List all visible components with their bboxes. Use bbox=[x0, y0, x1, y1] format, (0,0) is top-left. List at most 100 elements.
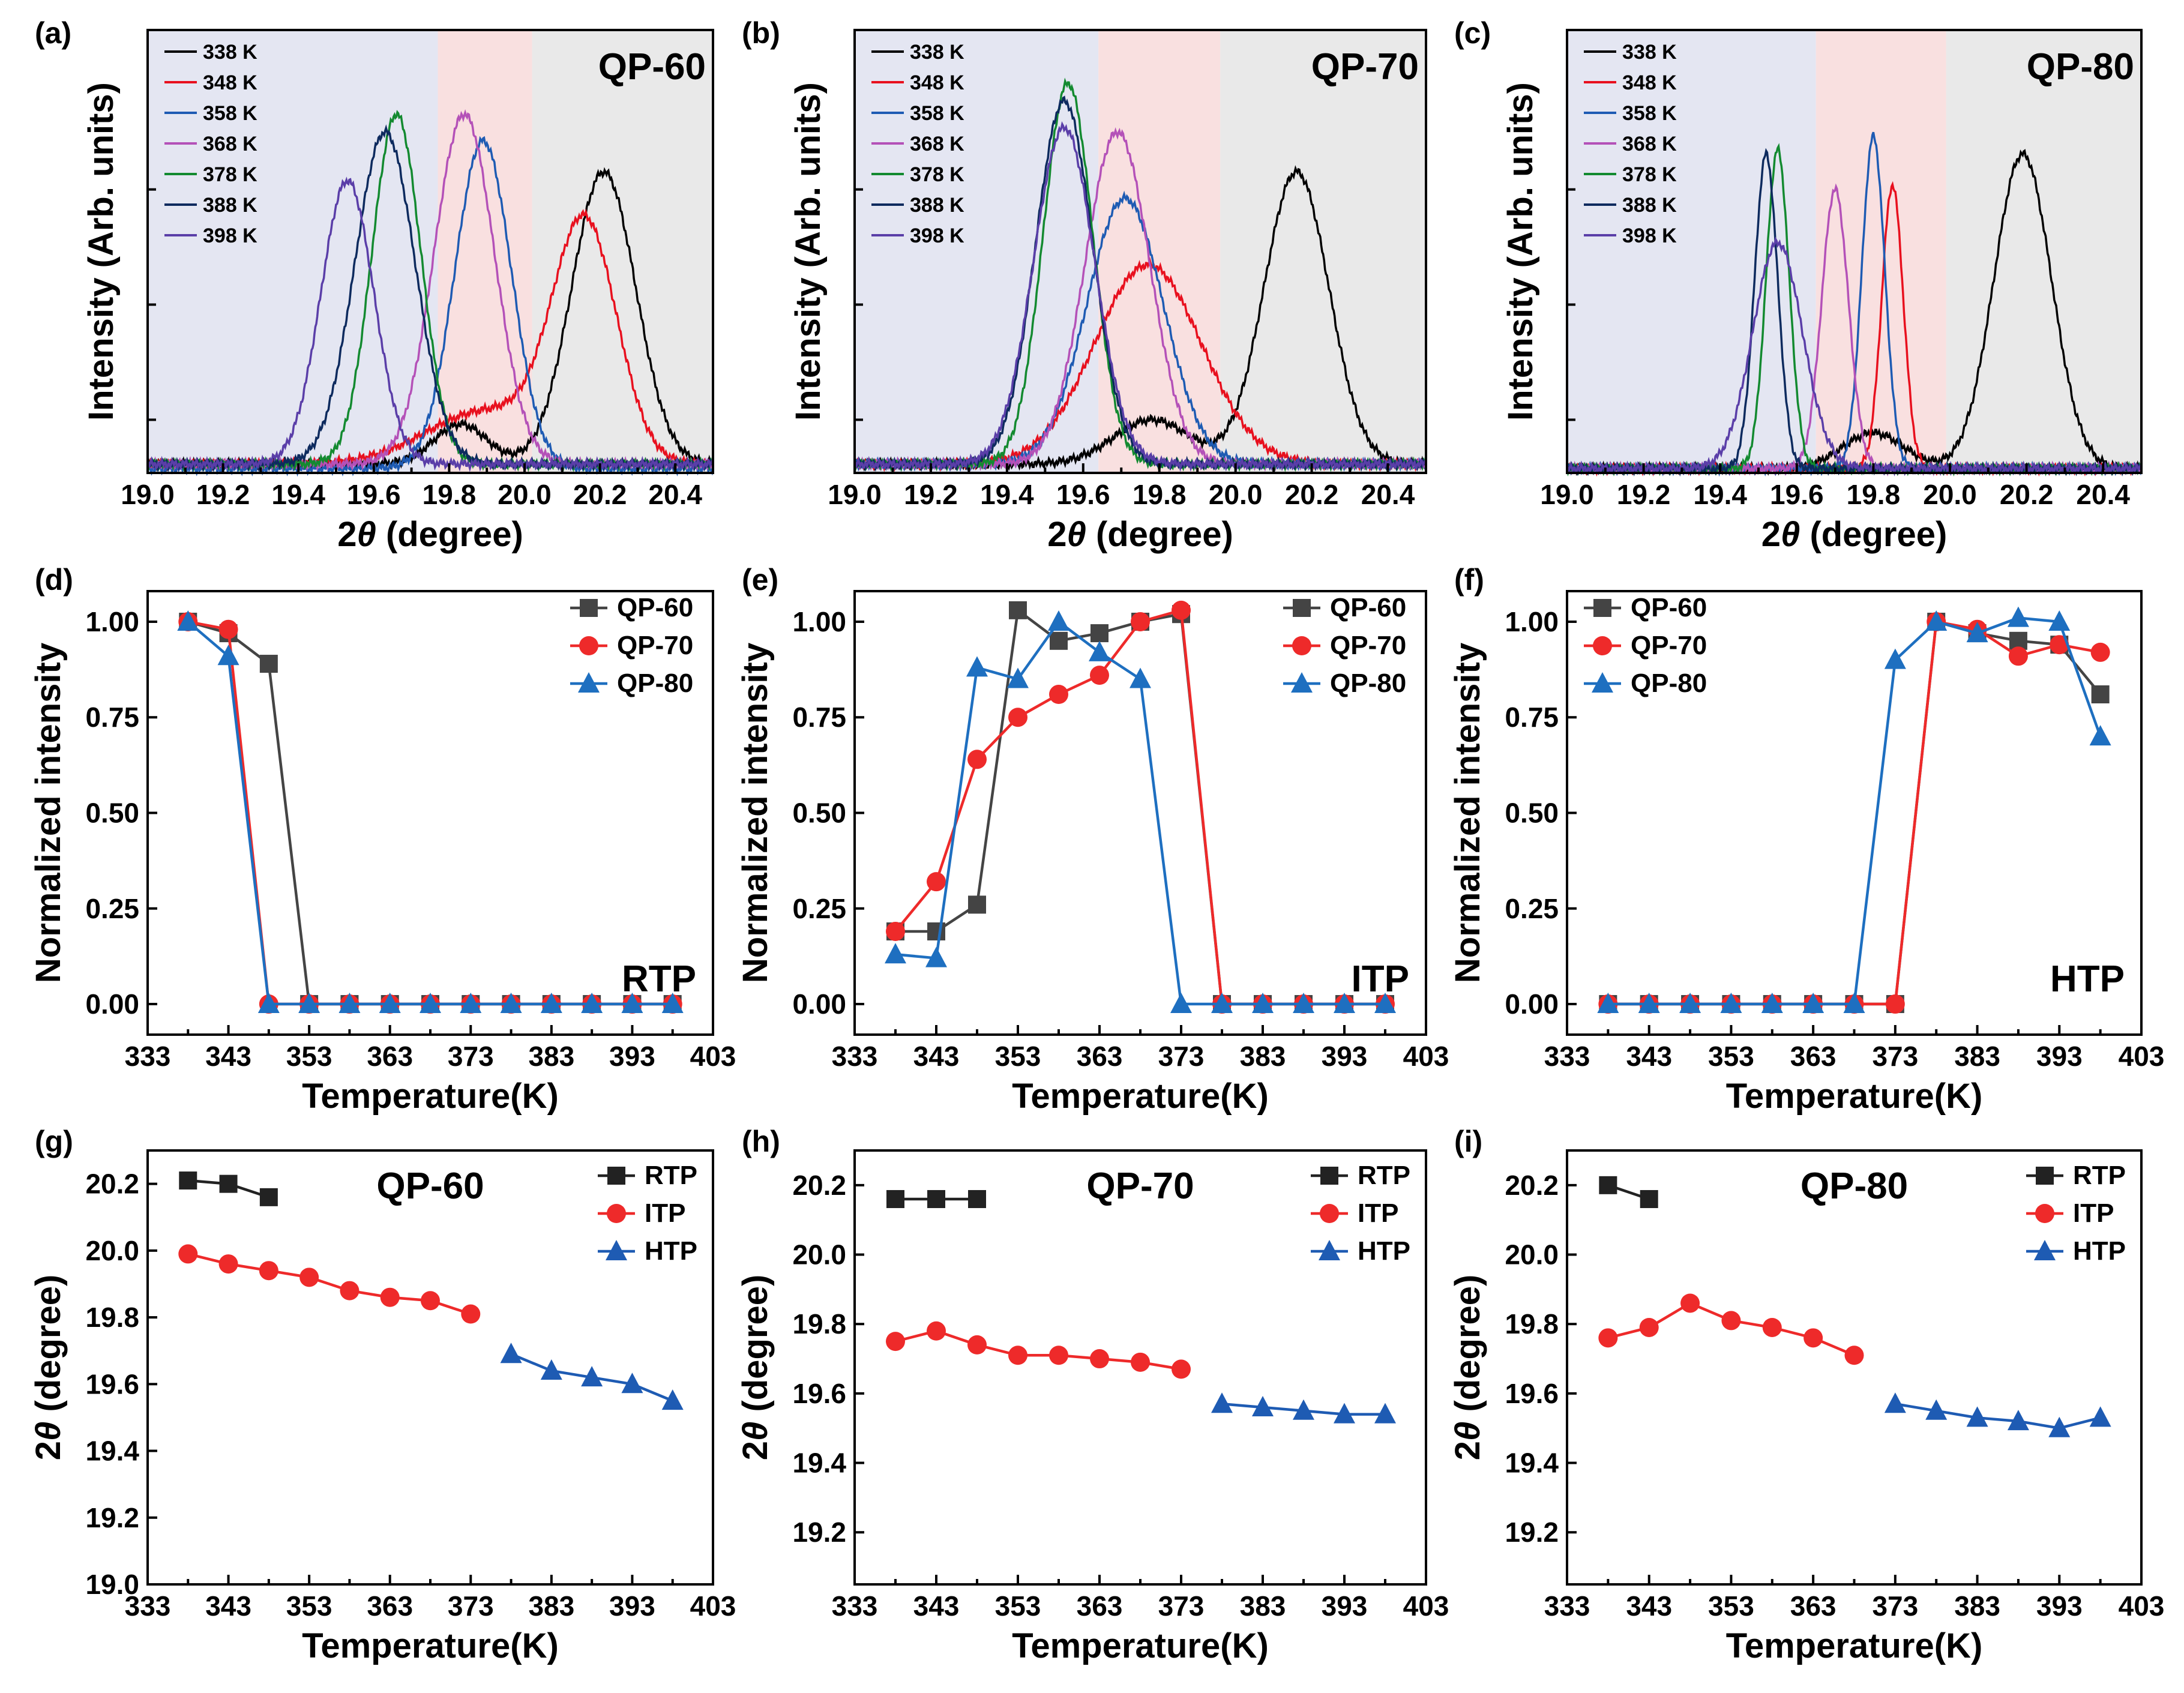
data-point-itp bbox=[421, 1291, 440, 1311]
x-tick-label: 333 bbox=[832, 1590, 878, 1622]
data-point-itp bbox=[1598, 1328, 1618, 1348]
data-point-qp-70 bbox=[2008, 646, 2028, 666]
legend-label: HTP bbox=[1358, 1236, 1410, 1266]
data-point-qp-80 bbox=[1884, 648, 1906, 669]
x-axis-label: Temperature(K) bbox=[1012, 1626, 1269, 1665]
y-axis-label: 2θ (degree) bbox=[1448, 1275, 1487, 1461]
y-axis-label-unit: (degree) bbox=[29, 1275, 68, 1422]
legend-label: 348 K bbox=[1622, 71, 1677, 94]
data-point-rtp bbox=[179, 1171, 197, 1190]
x-tick-label: 403 bbox=[690, 1041, 736, 1072]
x-tick-label: 403 bbox=[690, 1590, 736, 1622]
x-tick-label: 373 bbox=[1872, 1590, 1918, 1622]
data-point-qp-80 bbox=[885, 943, 906, 964]
data-point-qp-80 bbox=[1761, 993, 1783, 1014]
phase-region-htp bbox=[532, 30, 713, 473]
legend-label: QP-60 bbox=[1631, 593, 1707, 622]
data-point-qp-60 bbox=[927, 922, 945, 940]
data-point-qp-80 bbox=[338, 993, 361, 1014]
data-point-qp-80 bbox=[298, 993, 320, 1014]
data-point-rtp bbox=[259, 1188, 278, 1206]
data-point-itp bbox=[1803, 1328, 1823, 1348]
data-point-qp-80 bbox=[217, 645, 239, 666]
legend-label: 338 K bbox=[1622, 41, 1677, 64]
data-point-qp-60 bbox=[968, 895, 986, 914]
data-point-qp-80 bbox=[1374, 993, 1396, 1014]
x-tick-label: 363 bbox=[367, 1590, 413, 1622]
x-tick-label: 20.4 bbox=[2076, 479, 2130, 510]
plot-frame bbox=[146, 29, 714, 474]
x-tick-label: 393 bbox=[609, 1041, 655, 1072]
y-tick-label: 0.75 bbox=[1505, 702, 1559, 733]
x-tick-label: 20.2 bbox=[1285, 479, 1339, 510]
x-tick-label: 19.2 bbox=[904, 479, 958, 510]
data-point-qp-80 bbox=[420, 993, 441, 1014]
data-point-rtp bbox=[1599, 1176, 1617, 1194]
data-point-htp bbox=[621, 1373, 643, 1394]
legend-label: 338 K bbox=[203, 41, 257, 64]
y-tick-label: 0.50 bbox=[1505, 798, 1559, 829]
y-tick-label: 0.25 bbox=[792, 893, 846, 924]
data-point-itp bbox=[967, 1335, 987, 1355]
y-tick-label: 1.00 bbox=[1505, 606, 1559, 637]
y-tick-label: 19.4 bbox=[1505, 1448, 1559, 1479]
data-point-rtp bbox=[968, 1189, 986, 1208]
legend-label: 358 K bbox=[203, 102, 257, 125]
y-tick-label: 0.00 bbox=[792, 988, 846, 1020]
x-tick-label: 383 bbox=[1240, 1590, 1286, 1622]
data-point-qp-80 bbox=[581, 993, 603, 1014]
x-axis-label-unit: (degree) bbox=[1086, 515, 1233, 554]
legend-marker bbox=[1292, 636, 1311, 655]
xrd-curve-398k bbox=[146, 176, 714, 472]
x-tick-label: 373 bbox=[1158, 1590, 1205, 1622]
data-point-qp-70 bbox=[2050, 635, 2069, 655]
x-tick-label: 19.8 bbox=[423, 479, 477, 510]
legend-marker bbox=[1592, 672, 1613, 693]
legend-label: RTP bbox=[1358, 1161, 1410, 1190]
y-tick-label: 19.2 bbox=[792, 1517, 846, 1548]
legend-label: 368 K bbox=[910, 133, 964, 155]
data-point-itp bbox=[1639, 1317, 1659, 1337]
y-axis-label: Normalized intensity bbox=[736, 643, 775, 983]
x-tick-label: 333 bbox=[832, 1041, 878, 1072]
legend-label: 358 K bbox=[1622, 102, 1677, 125]
intensity-panel-f: 333 343 353 363 373 383 393 403 0.00 0.25 0.50 0.75… bbox=[1448, 563, 2164, 1116]
data-point-qp-80 bbox=[1089, 640, 1110, 661]
x-axis-label: 2θ (degree) bbox=[1047, 515, 1233, 554]
x-axis-label: Temperature(K) bbox=[302, 1626, 559, 1665]
data-point-itp bbox=[340, 1281, 359, 1301]
data-point-qp-60 bbox=[259, 655, 278, 673]
y-axis-label-theta: θ bbox=[29, 1422, 68, 1441]
data-point-itp bbox=[1721, 1311, 1741, 1331]
sample-title: QP-80 bbox=[1800, 1165, 1908, 1207]
data-point-qp-80 bbox=[2007, 606, 2029, 627]
data-point-qp-60 bbox=[1050, 631, 1068, 650]
data-point-itp bbox=[886, 1332, 905, 1352]
y-tick-label: 0.00 bbox=[1505, 988, 1559, 1020]
y-axis-label: Intensity (Arb. units) bbox=[82, 82, 121, 421]
panel-label: (g) bbox=[35, 1125, 73, 1158]
y-tick-label: 20.0 bbox=[792, 1239, 846, 1271]
panel-label: (h) bbox=[742, 1125, 780, 1158]
legend-marker bbox=[1291, 672, 1313, 693]
y-axis-label-theta: θ bbox=[736, 1422, 775, 1441]
legend-label: 398 K bbox=[910, 224, 964, 247]
x-tick-label: 19.6 bbox=[1056, 479, 1110, 510]
data-point-qp-70 bbox=[218, 619, 238, 639]
phase-label: HTP bbox=[2050, 958, 2125, 1000]
y-tick-label: 0.25 bbox=[85, 893, 139, 924]
legend-label: 398 K bbox=[203, 224, 257, 247]
x-tick-label: 343 bbox=[1626, 1590, 1672, 1622]
data-point-qp-80 bbox=[1293, 993, 1314, 1014]
x-axis-label-unit: (degree) bbox=[1800, 515, 1947, 554]
data-point-qp-70 bbox=[927, 872, 946, 892]
data-point-qp-80 bbox=[1252, 993, 1274, 1014]
x-tick-label: 343 bbox=[205, 1041, 251, 1072]
legend-label: ITP bbox=[2073, 1198, 2114, 1228]
data-point-qp-80 bbox=[1597, 993, 1619, 1014]
phase-region-itp bbox=[1815, 30, 1946, 473]
data-point-qp-80 bbox=[1048, 610, 1069, 631]
phase-region-rtp bbox=[148, 30, 438, 473]
y-axis-label-number: 2 bbox=[1448, 1441, 1487, 1460]
legend-marker bbox=[1593, 636, 1612, 655]
